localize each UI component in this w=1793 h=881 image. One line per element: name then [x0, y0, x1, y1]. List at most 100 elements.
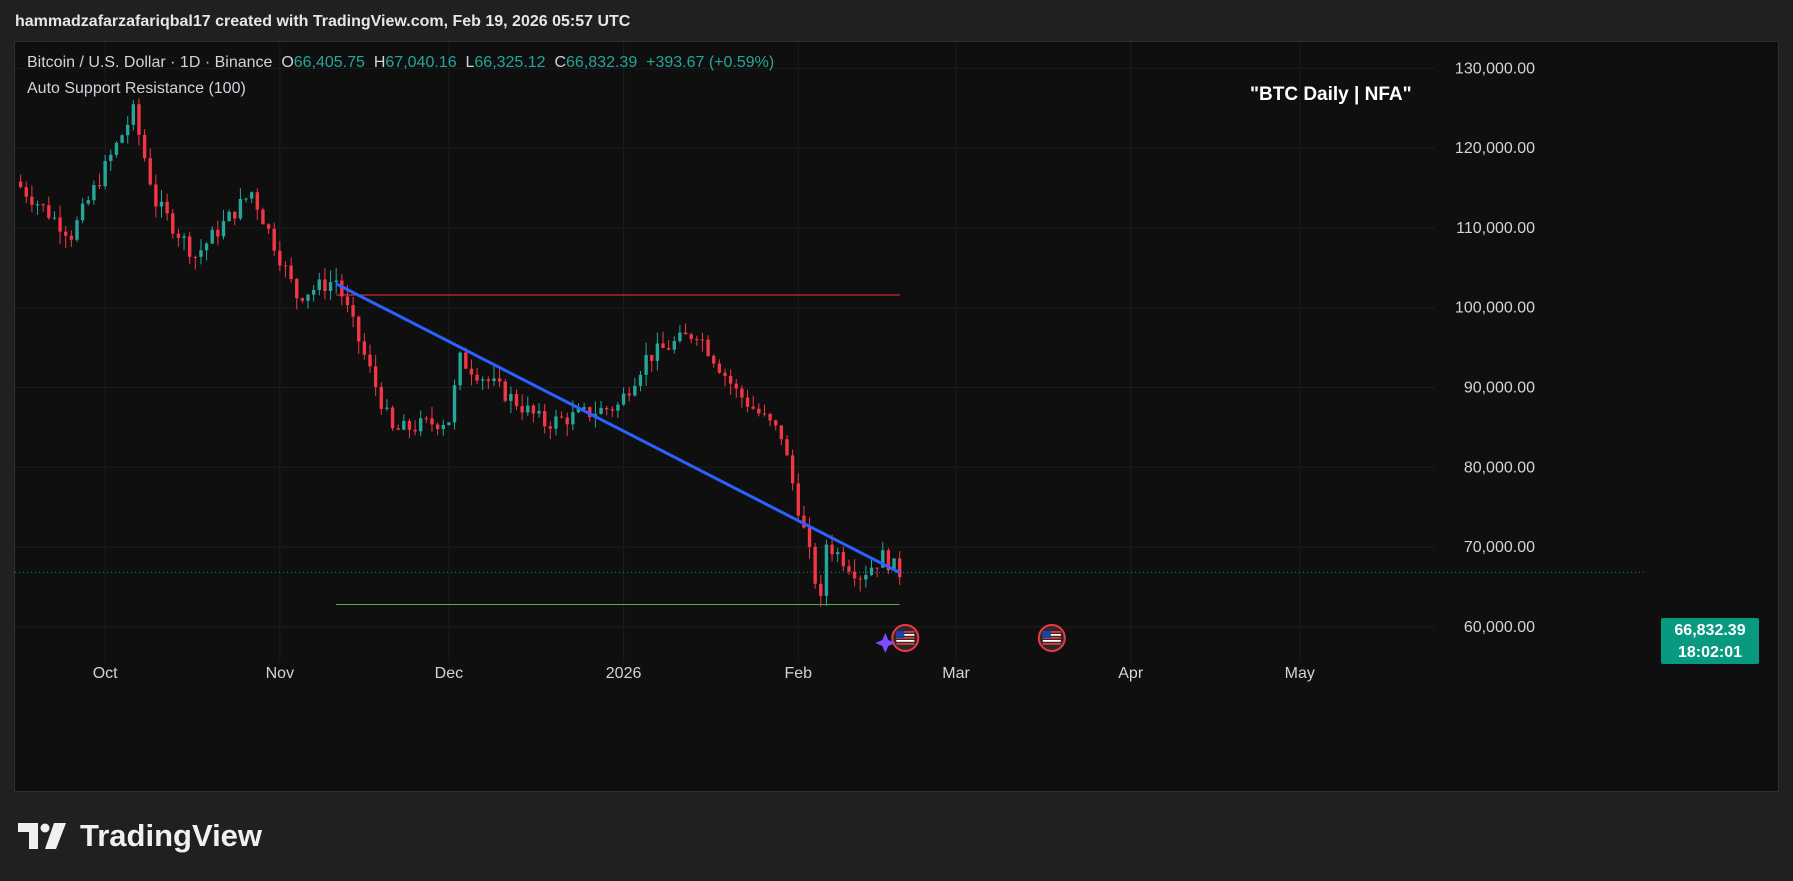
candle-body	[723, 372, 727, 376]
candle-body	[610, 409, 614, 411]
candle-body	[86, 200, 90, 204]
candle-body	[559, 416, 564, 418]
candle-body	[114, 142, 119, 155]
candle-body	[655, 343, 660, 361]
candle-body	[345, 296, 350, 306]
candle-body	[30, 196, 34, 205]
candle-body	[740, 388, 744, 398]
candle-body	[137, 104, 141, 135]
flag-stripe	[896, 643, 915, 645]
candle-body	[785, 439, 789, 456]
candle-body	[413, 429, 417, 432]
candle-body	[819, 583, 823, 596]
candle-body	[92, 185, 96, 201]
open-label: O	[281, 54, 294, 71]
grid-lines	[15, 42, 1435, 662]
candle-body	[396, 428, 400, 430]
candle-body	[497, 378, 502, 382]
x-tick-label: Dec	[435, 665, 463, 682]
candle-body	[695, 339, 699, 341]
trendline	[335, 282, 901, 574]
candle-body	[266, 224, 271, 229]
us-flag-event-icon[interactable]	[891, 624, 920, 652]
candle-body	[751, 406, 755, 409]
candle-body	[520, 406, 524, 413]
candle-body	[295, 278, 299, 299]
chart-frame[interactable]: 130,000.00 120,000.00 110,000.00 100,000.00…	[14, 41, 1779, 792]
x-tick-label: 2026	[606, 665, 642, 682]
candle-body	[216, 229, 220, 237]
flag-stripe	[1042, 631, 1061, 633]
candle-body	[47, 205, 51, 218]
candle-body	[311, 289, 316, 295]
candle-body	[97, 185, 102, 187]
chart-legend: Bitcoin / U.S. Dollar · 1D · Binance O66…	[27, 54, 774, 98]
tradingview-logo[interactable]: TradingView	[18, 818, 262, 854]
candle-body	[126, 124, 130, 136]
candle-body	[35, 204, 40, 206]
candle-body	[627, 393, 631, 396]
candle-body	[881, 550, 885, 568]
event-markers[interactable]	[875, 624, 1066, 653]
candle-body	[796, 483, 800, 516]
candle-body	[554, 416, 558, 429]
candle-body	[289, 265, 293, 279]
candle-body	[109, 154, 113, 161]
candle-body	[368, 354, 372, 367]
chart-annotation[interactable]: "BTC Daily | NFA"	[1250, 84, 1412, 105]
symbol-description[interactable]: Bitcoin / U.S. Dollar · 1D · Binance	[27, 54, 273, 71]
candle-body	[802, 515, 806, 528]
candle-body	[672, 341, 676, 350]
candle-body	[233, 211, 237, 219]
candle-body	[830, 544, 834, 555]
candle-body	[272, 228, 276, 251]
candle-body	[486, 379, 491, 381]
candle-body	[300, 298, 305, 301]
candle-body	[813, 546, 817, 584]
candle-body	[537, 411, 541, 414]
candle-body	[424, 418, 429, 420]
candle-body	[283, 265, 288, 267]
candle-body	[633, 385, 637, 396]
candle-body	[351, 305, 355, 317]
candle-body	[683, 332, 688, 335]
flag-canton	[1042, 631, 1051, 638]
y-tick-label: 90,000.00	[1464, 380, 1535, 397]
high-value: 67,040.16	[385, 54, 457, 71]
candle-body	[790, 455, 795, 484]
candle-body	[261, 209, 265, 225]
candle-body	[565, 417, 569, 425]
candle-body	[159, 201, 164, 207]
candle-body	[407, 420, 412, 430]
candle-body	[548, 426, 553, 429]
candle-body	[666, 347, 671, 350]
candle-body	[390, 407, 395, 429]
candle-body	[328, 282, 333, 292]
candle-body	[58, 217, 62, 232]
x-tick-label: Nov	[266, 665, 294, 682]
brand-name: TradingView	[80, 818, 263, 853]
candle-body	[430, 418, 434, 425]
y-axis[interactable]: 130,000.00 120,000.00 110,000.00 100,000.00…	[1455, 60, 1535, 636]
us-flag-event-icon[interactable]	[1037, 624, 1066, 652]
bar-countdown: 18:02:01	[1677, 644, 1743, 661]
y-tick-label: 80,000.00	[1464, 459, 1535, 476]
candle-body	[604, 407, 609, 410]
candle-body	[475, 374, 479, 381]
candle-body	[542, 411, 547, 427]
candle-body	[24, 187, 28, 197]
candle-body	[469, 368, 474, 375]
price-chart[interactable]: 130,000.00 120,000.00 110,000.00 100,000.00…	[15, 42, 1778, 791]
candle-body	[571, 412, 575, 425]
x-tick-label: Oct	[93, 665, 118, 682]
candle-body	[278, 250, 282, 266]
candle-body	[362, 341, 367, 355]
candle-body	[616, 404, 620, 411]
indicator-label[interactable]: Auto Support Resistance (100)	[27, 80, 246, 97]
x-axis[interactable]: Oct Nov Dec 2026 Feb Mar Apr May	[93, 665, 1315, 682]
candle-body	[64, 231, 68, 236]
candle-body	[193, 256, 198, 258]
candle-body	[514, 393, 519, 407]
candle-body	[176, 233, 181, 238]
flag-stripe	[1042, 643, 1061, 645]
